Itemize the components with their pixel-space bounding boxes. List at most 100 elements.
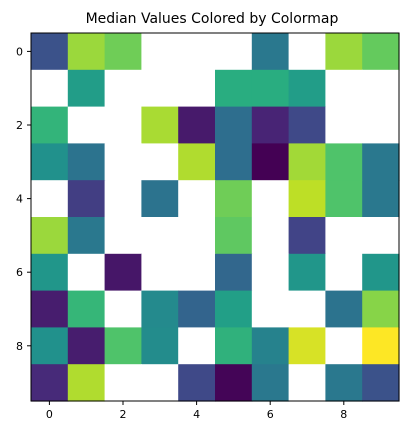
heatmap-cell-empty — [31, 180, 69, 218]
heatmap-cell — [362, 33, 400, 71]
heatmap-cell — [178, 290, 216, 328]
heatmap-cell — [251, 364, 290, 402]
heatmap-cell-empty — [178, 33, 216, 71]
heatmap-cell — [104, 327, 142, 365]
heatmap-cell — [288, 327, 326, 365]
x-tick-label: 6 — [267, 408, 274, 421]
heatmap-cell — [215, 106, 253, 144]
heatmap-cell-empty — [104, 180, 142, 218]
heatmap-cell-empty — [104, 290, 142, 328]
heatmap-cell — [362, 143, 400, 181]
heatmap-cell — [288, 180, 326, 218]
heatmap-cell-empty — [104, 143, 142, 181]
heatmap-cell — [325, 180, 363, 218]
heatmap-cell — [104, 253, 142, 292]
heatmap-cell-empty — [104, 364, 142, 402]
heatmap-cell-empty — [141, 69, 179, 108]
heatmap-cell-empty — [178, 69, 216, 108]
heatmap-cell — [362, 327, 400, 365]
x-tick-label: 0 — [46, 408, 53, 421]
x-tick-label: 8 — [340, 408, 347, 421]
heatmap-cell-empty — [178, 217, 216, 255]
heatmap-cell — [251, 327, 290, 365]
heatmap-cell — [31, 33, 69, 71]
heatmap-cell — [67, 33, 106, 71]
heatmap-cell — [325, 364, 363, 402]
y-tick-label: 2 — [16, 119, 23, 132]
heatmap-cell — [288, 106, 326, 144]
heatmap-cell — [288, 253, 326, 292]
heatmap-cell — [178, 364, 216, 402]
heatmap-cell — [67, 217, 106, 255]
heatmap-cell-empty — [288, 290, 326, 328]
heatmap-cell — [178, 106, 216, 144]
x-tick-label: 2 — [120, 408, 127, 421]
heatmap-cell-empty — [178, 180, 216, 218]
heatmap-cell — [362, 180, 400, 218]
heatmap-cell-empty — [251, 290, 290, 328]
heatmap-cell — [67, 364, 106, 402]
heatmap-cell-empty — [141, 253, 179, 292]
heatmap-cell — [31, 106, 69, 144]
x-axis: 0 2 4 6 8 — [46, 401, 347, 421]
heatmap-cell — [215, 69, 253, 108]
heatmap-cell — [141, 290, 179, 328]
heatmap-cell — [67, 327, 106, 365]
heatmap-cell-empty — [288, 33, 326, 71]
heatmap-cell-empty — [288, 364, 326, 402]
x-tick-label: 4 — [193, 408, 200, 421]
heatmap-cell — [31, 143, 69, 181]
heatmap-cell — [31, 290, 69, 328]
heatmap-cell-empty — [141, 217, 179, 255]
heatmap-cell-empty — [31, 69, 69, 108]
heatmap-cell — [141, 106, 179, 144]
heatmap-cell — [67, 180, 106, 218]
y-tick-label: 4 — [16, 193, 23, 206]
heatmap-cell — [251, 69, 290, 108]
heatmap-cell-empty — [67, 106, 106, 144]
heatmap-cell-empty — [141, 364, 179, 402]
heatmap-cell — [141, 327, 179, 365]
heatmap-cell — [178, 143, 216, 181]
y-axis: 0 2 4 6 8 — [16, 45, 31, 353]
heatmap-cell-empty — [104, 217, 142, 255]
heatmap-cell-empty — [325, 217, 363, 255]
chart-title: Median Values Colored by Colormap — [86, 11, 339, 27]
heatmap-cell-empty — [362, 217, 400, 255]
heatmap-cell — [215, 143, 253, 181]
heatmap-cell-empty — [141, 33, 179, 71]
heatmap-cell-empty — [251, 253, 290, 292]
heatmap-cell-empty — [362, 69, 400, 108]
heatmap-cell — [251, 106, 290, 144]
heatmap-cell — [288, 217, 326, 255]
heatmap-cell-empty — [67, 253, 106, 292]
heatmap-cell-empty — [104, 106, 142, 144]
heatmap-cell — [31, 253, 69, 292]
heatmap-cell-empty — [325, 253, 363, 292]
heatmap-cell-empty — [104, 69, 142, 108]
plot-frame — [30, 32, 400, 402]
heatmap-cell-empty — [325, 106, 363, 144]
heatmap-cell — [215, 180, 253, 218]
heatmap-cells — [31, 33, 400, 402]
heatmap-cell — [215, 253, 253, 292]
heatmap-cell — [251, 33, 290, 71]
heatmap-cell-empty — [178, 253, 216, 292]
heatmap-cell — [67, 290, 106, 328]
heatmap-cell — [251, 143, 290, 181]
heatmap-cell — [325, 33, 363, 71]
heatmap-cell — [325, 143, 363, 181]
heatmap-cell — [215, 327, 253, 365]
heatmap-cell-empty — [215, 33, 253, 71]
heatmap-cell-empty — [362, 106, 400, 144]
heatmap-cell-empty — [178, 327, 216, 365]
heatmap-cell — [215, 217, 253, 255]
heatmap-cell — [67, 69, 106, 108]
heatmap-cell — [362, 253, 400, 292]
heatmap-cell — [288, 69, 326, 108]
heatmap-cell — [325, 290, 363, 328]
heatmap-cell-empty — [251, 217, 290, 255]
heatmap-cell-empty — [251, 180, 290, 218]
heatmap-cell-empty — [141, 143, 179, 181]
